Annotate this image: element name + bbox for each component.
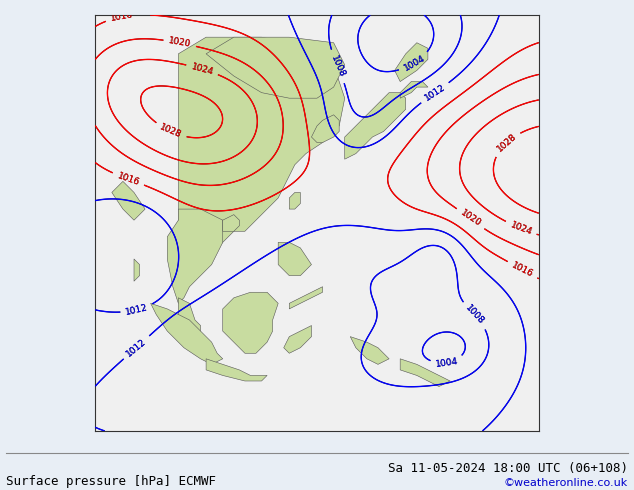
Text: 1024: 1024 (508, 220, 533, 237)
Text: Sa 11-05-2024 18:00 UTC (06+108): Sa 11-05-2024 18:00 UTC (06+108) (387, 462, 628, 475)
Text: 1008: 1008 (464, 304, 486, 327)
Text: 1020: 1020 (458, 209, 482, 229)
Text: 1008: 1008 (329, 54, 346, 79)
Text: Surface pressure [hPa] ECMWF: Surface pressure [hPa] ECMWF (6, 474, 216, 488)
Text: 1004: 1004 (435, 356, 459, 368)
Text: 1028: 1028 (495, 132, 518, 154)
Text: 1012: 1012 (125, 337, 148, 358)
Text: 1016: 1016 (110, 10, 134, 23)
Text: 1016: 1016 (116, 171, 141, 187)
Text: 1004: 1004 (402, 53, 426, 73)
Text: 1020: 1020 (458, 209, 482, 229)
Text: 1012: 1012 (125, 337, 148, 358)
Text: 1028: 1028 (495, 132, 518, 154)
Text: 1012: 1012 (423, 83, 447, 103)
Text: 1016: 1016 (110, 10, 134, 23)
Text: 1012: 1012 (124, 303, 149, 317)
Text: 1004: 1004 (402, 53, 426, 73)
Text: 1020: 1020 (168, 37, 192, 49)
Text: 1020: 1020 (168, 37, 192, 49)
Text: 1016: 1016 (510, 261, 535, 279)
Text: 1024: 1024 (190, 62, 214, 76)
Text: 1024: 1024 (190, 62, 214, 76)
Text: 1024: 1024 (508, 220, 533, 237)
Text: 1016: 1016 (116, 171, 141, 187)
Text: 1012: 1012 (124, 303, 149, 317)
Text: 1028: 1028 (158, 123, 183, 140)
Text: 1028: 1028 (158, 123, 183, 140)
Text: 1012: 1012 (423, 83, 447, 103)
Text: ©weatheronline.co.uk: ©weatheronline.co.uk (503, 478, 628, 488)
Text: 1016: 1016 (510, 261, 535, 279)
Text: 1008: 1008 (329, 54, 346, 79)
Text: 1004: 1004 (435, 356, 459, 368)
Text: 1008: 1008 (464, 304, 486, 327)
